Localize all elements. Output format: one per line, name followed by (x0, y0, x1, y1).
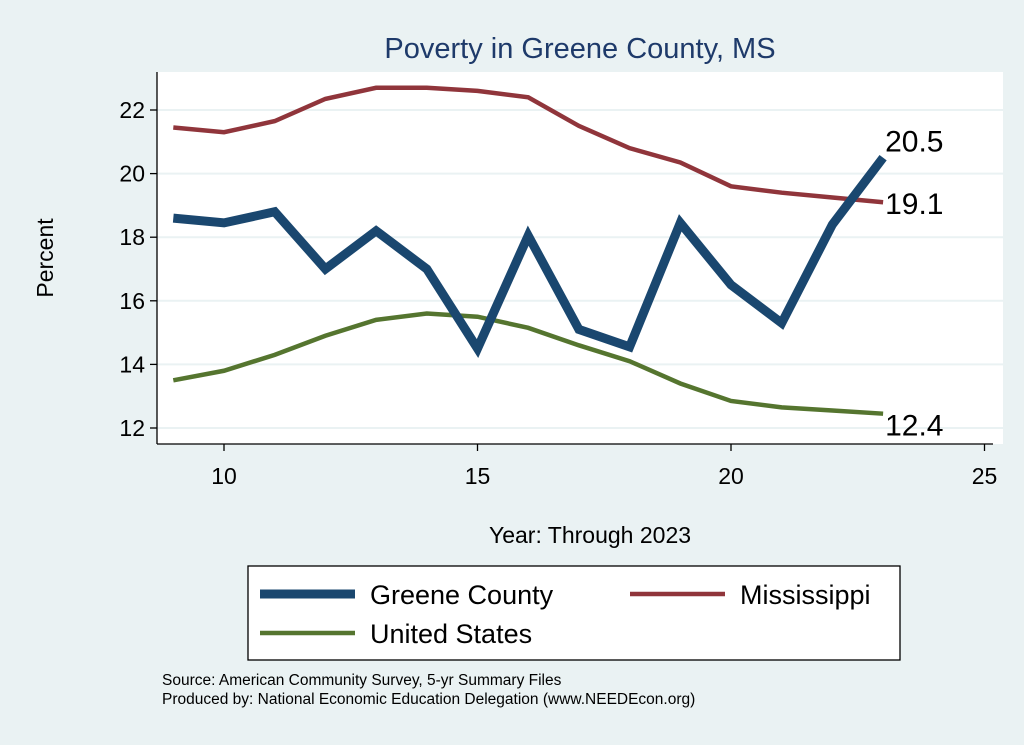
y-tick-label: 22 (119, 97, 145, 123)
plot-area (157, 72, 1003, 444)
legend-label: Mississippi (740, 580, 871, 610)
x-axis-label: Year: Through 2023 (489, 522, 691, 548)
y-tick-label: 14 (119, 351, 145, 377)
y-axis-label: Percent (32, 218, 58, 298)
y-tick-label: 16 (119, 288, 145, 314)
end-label: 20.5 (885, 126, 943, 159)
source-note: Source: American Community Survey, 5-yr … (162, 672, 562, 689)
chart-title: Poverty in Greene County, MS (384, 33, 775, 65)
legend: Greene County Mississippi United States (247, 565, 901, 661)
end-label: 19.1 (885, 188, 943, 221)
legend-label: Greene County (370, 580, 554, 610)
x-tick-label: 10 (211, 463, 237, 489)
legend-label: United States (370, 619, 532, 649)
x-tick-label: 15 (465, 463, 491, 489)
x-tick-label: 25 (972, 463, 998, 489)
produced-note: Produced by: National Economic Education… (162, 691, 696, 708)
series-line-united-states (172, 311, 884, 416)
y-tick-label: 18 (119, 224, 145, 250)
y-tick-label: 12 (119, 415, 145, 441)
legend-box (247, 565, 901, 661)
series-line-mississippi (173, 85, 884, 205)
x-tick-label: 20 (718, 463, 744, 489)
end-label: 12.4 (885, 410, 943, 443)
series-line-greene-county (172, 154, 887, 358)
y-tick-label: 20 (119, 161, 145, 187)
